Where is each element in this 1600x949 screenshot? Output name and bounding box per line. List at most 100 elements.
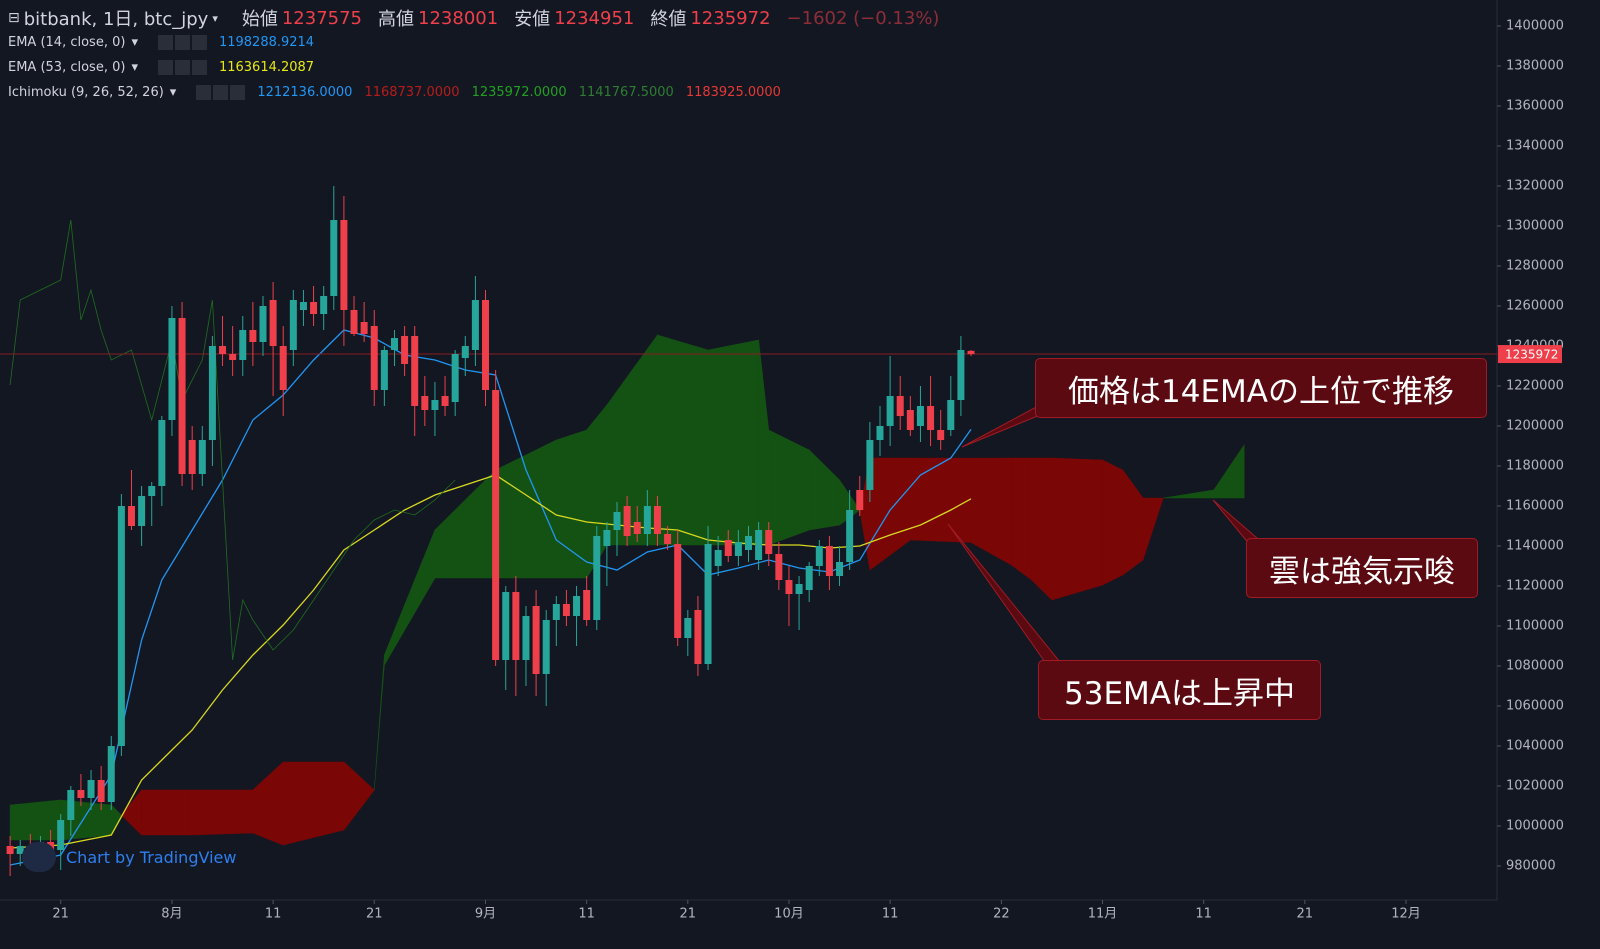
candle-body	[603, 530, 611, 546]
indicator-value: 1168737.0000	[364, 85, 460, 100]
candle-body	[239, 330, 247, 360]
y-tick-label: 1160000	[1506, 499, 1564, 514]
price-tag-label: 1235972	[1505, 348, 1558, 362]
candle-body	[937, 430, 945, 440]
candle-body	[198, 440, 206, 474]
x-tick-label: 11	[1195, 907, 1212, 922]
candle-body	[279, 346, 287, 390]
cloud-segment	[1142, 497, 1164, 561]
candle-body	[866, 440, 874, 490]
candle-body	[259, 306, 267, 342]
candle-body	[947, 400, 955, 430]
candle-body	[310, 302, 318, 314]
candle-body	[269, 300, 277, 346]
cloud-segment	[707, 339, 759, 546]
indicator-row: EMA (14, close, 0) ▾ 1198288.9214	[8, 35, 315, 50]
candle-body	[623, 506, 631, 536]
candle-body	[653, 506, 661, 534]
indicator-line	[9, 329, 972, 866]
candle-body	[401, 336, 409, 364]
candle-body	[795, 584, 803, 594]
candle-body	[734, 542, 742, 556]
cloud-segment	[657, 334, 709, 546]
candle-body	[643, 506, 651, 534]
indicator-line	[10, 474, 972, 849]
candle-body	[825, 546, 833, 576]
cloud-segment	[9, 799, 61, 841]
y-tick-label: 1200000	[1506, 419, 1564, 434]
candle-body	[67, 790, 75, 820]
candle-body	[107, 746, 115, 802]
candle-body	[178, 318, 186, 474]
cloud-segment	[373, 654, 385, 791]
candle-body	[117, 506, 125, 746]
cloud-segment	[191, 789, 254, 836]
candle-body	[805, 566, 813, 590]
annotation: 価格は14EMAの上位で推移	[1035, 358, 1487, 418]
cloud-segment	[343, 761, 375, 831]
candle-body	[482, 300, 490, 390]
y-tick-label: 1360000	[1506, 99, 1564, 114]
y-tick-label: 1300000	[1506, 219, 1564, 234]
candle-body	[927, 406, 935, 430]
symbol-row: ⊟ bitbank, 1日, btc_jpy ▾ 始値 1237575 高値 1238…	[8, 6, 939, 31]
candle-body	[249, 330, 257, 342]
candle-body	[724, 540, 732, 556]
cloud-segment	[1163, 489, 1215, 499]
cloud-segment	[556, 429, 587, 579]
cloud-segment	[141, 789, 193, 836]
cloud-segment	[1031, 457, 1053, 601]
candle-body	[886, 396, 894, 426]
candle-body	[906, 410, 914, 430]
y-tick-label: 1020000	[1506, 779, 1564, 794]
candle-body	[77, 790, 85, 798]
candle-body	[775, 554, 783, 580]
x-tick-label: 22	[993, 907, 1010, 922]
candle-body	[188, 440, 196, 474]
candle-body	[87, 780, 95, 798]
annotation: 雲は強気示唆	[1246, 538, 1478, 598]
y-tick-label: 1100000	[1506, 619, 1564, 634]
cloud-segment	[1213, 444, 1245, 499]
x-tick-label: 11	[578, 907, 595, 922]
cloud-segment	[758, 339, 770, 546]
candle-body	[299, 302, 307, 310]
cloud-segment	[1122, 469, 1144, 576]
candle-body	[522, 616, 530, 660]
candle-body	[168, 318, 176, 420]
candle-body	[846, 510, 854, 562]
candle-body	[57, 820, 65, 850]
candle-body	[916, 406, 924, 426]
cloud-segment	[869, 457, 911, 571]
candle-body	[785, 580, 793, 594]
candle-body	[684, 618, 692, 638]
candle-body	[229, 354, 237, 360]
candle-body	[127, 506, 135, 526]
menu-icon: ⊟	[8, 10, 20, 26]
watermark: Chart by TradingView	[22, 842, 236, 872]
y-tick-label: 1260000	[1506, 299, 1564, 314]
candle-body	[876, 426, 884, 440]
pointer	[961, 404, 1041, 448]
candle-body	[451, 354, 459, 402]
candle-body	[158, 420, 166, 486]
x-tick-label: 10月	[774, 907, 804, 922]
y-tick-label: 1080000	[1506, 659, 1564, 674]
candle-body	[138, 496, 146, 526]
cloud-segment	[464, 469, 496, 579]
ohlc-label: 始値	[241, 9, 278, 30]
candle-body	[390, 338, 398, 350]
cloud-segment	[252, 761, 284, 846]
annotation: 53EMAは上昇中	[1038, 660, 1321, 720]
candle-body	[441, 396, 449, 406]
indicator-row: EMA (53, close, 0) ▾ 1163614.2087	[8, 60, 315, 75]
candle-body	[633, 522, 641, 534]
candle-body	[856, 490, 864, 510]
candle-body	[957, 350, 965, 400]
indicator-row: Ichimoku (9, 26, 52, 26) ▾ 1212136.0000 116…	[8, 85, 781, 100]
candle-body	[967, 350, 975, 355]
candle-body	[492, 390, 500, 660]
candle-body	[148, 486, 156, 496]
candle-body	[552, 604, 560, 620]
indicator-value: 1235972.0000	[471, 85, 567, 100]
